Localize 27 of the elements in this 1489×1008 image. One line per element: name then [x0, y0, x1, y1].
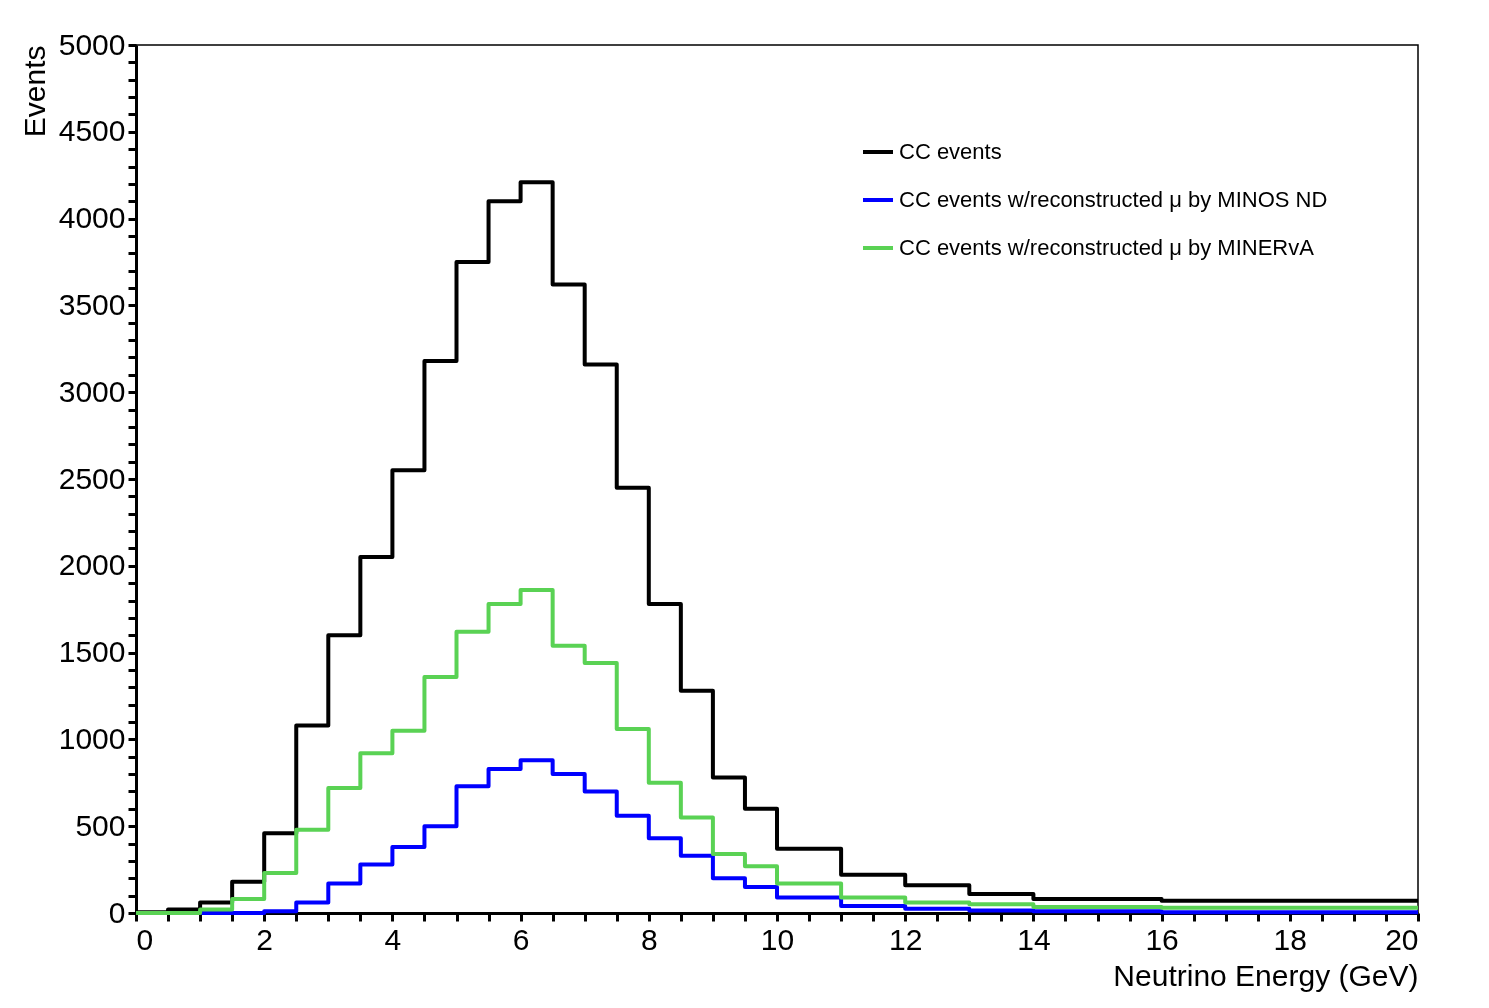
x-tick-label: 0 [136, 922, 154, 956]
legend-label: CC events [899, 139, 1002, 164]
x-tick-label: 8 [640, 922, 658, 956]
x-tick-label: 18 [1273, 922, 1307, 956]
y-tick-label: 1500 [58, 635, 126, 669]
y-tick-label: 1000 [58, 721, 126, 755]
y-tick-label: 5000 [58, 27, 126, 61]
x-tick-label: 6 [512, 922, 530, 956]
y-axis-title: Events [17, 45, 51, 138]
legend-label: CC events w/reconstructed μ by MINOS ND [899, 187, 1328, 212]
y-tick-label: 2500 [58, 461, 126, 495]
x-tick-label: 10 [760, 922, 795, 956]
x-tick-label: 2 [256, 922, 274, 956]
x-tick-label: 12 [889, 922, 923, 956]
y-tick-label: 3000 [58, 374, 126, 408]
legend-label: CC events w/reconstructed μ by MINERvA [899, 235, 1315, 260]
y-tick-label: 4000 [58, 201, 126, 235]
x-tick-label: 16 [1145, 922, 1179, 956]
x-axis-title: Neutrino Energy (GeV) [1113, 958, 1419, 992]
x-tick-label: 4 [384, 922, 402, 956]
y-tick-label: 2000 [58, 548, 126, 582]
y-tick-label: 3500 [58, 287, 126, 321]
x-tick-label: 20 [1385, 922, 1419, 956]
y-tick-label: 4500 [58, 114, 126, 148]
x-tick-label: 14 [1017, 922, 1051, 956]
y-tick-label: 0 [108, 895, 126, 929]
y-tick-label: 500 [75, 808, 126, 842]
